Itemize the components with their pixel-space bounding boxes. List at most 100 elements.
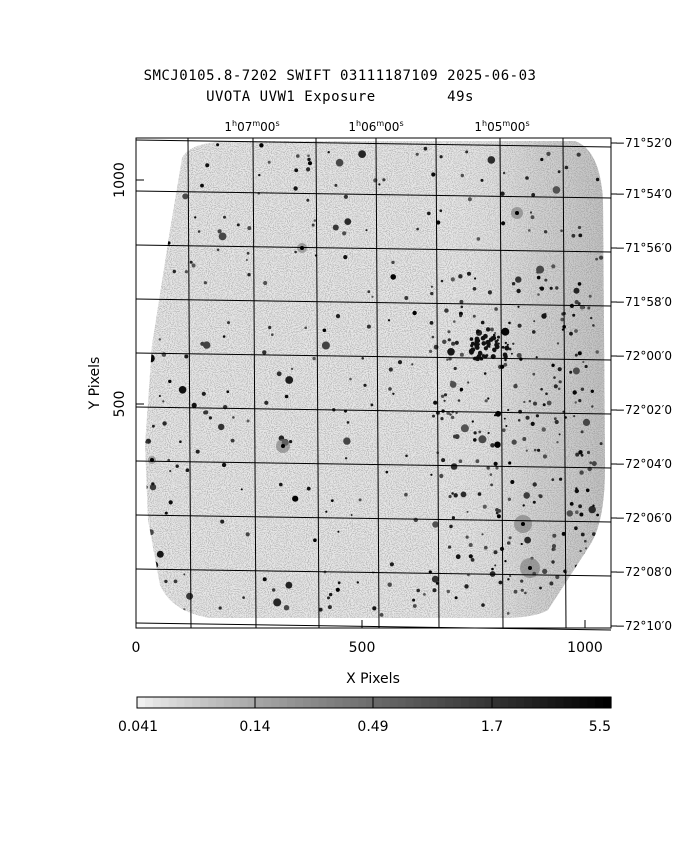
star (379, 613, 384, 617)
star (148, 595, 153, 600)
star (525, 449, 528, 452)
colorbar-segment (500, 697, 509, 708)
star (182, 193, 189, 200)
star (487, 397, 490, 400)
dec-tick-label: −72°10′0 (615, 619, 672, 633)
star (506, 343, 509, 346)
star (276, 371, 282, 377)
star (495, 410, 501, 417)
star (537, 448, 541, 452)
star (595, 350, 599, 354)
star (471, 420, 474, 423)
star (460, 305, 464, 309)
star (465, 535, 469, 539)
star (492, 347, 496, 352)
star (596, 513, 599, 517)
star (150, 203, 155, 208)
grid-line-dec (135, 406, 612, 415)
star (537, 293, 540, 296)
colorbar-label: 5.5 (589, 719, 611, 735)
star (387, 319, 391, 322)
star (496, 514, 501, 519)
colorbar-segment (547, 697, 557, 708)
star (584, 547, 588, 550)
star (443, 393, 448, 397)
colorbar-segment (271, 697, 280, 708)
star (459, 299, 464, 304)
star (599, 442, 603, 446)
star (439, 473, 444, 479)
star (493, 461, 498, 466)
star (430, 285, 433, 288)
star (533, 401, 537, 406)
star (579, 549, 582, 553)
colorbar-segment (539, 697, 549, 708)
colorbar-segment (208, 697, 217, 708)
colorbar-segment (571, 697, 580, 708)
star (579, 305, 585, 310)
star (428, 570, 432, 574)
star (573, 415, 576, 418)
star (267, 160, 271, 164)
star (591, 461, 597, 467)
star (481, 341, 487, 346)
star (343, 437, 351, 445)
star (539, 586, 542, 590)
colorbar-segment (579, 697, 588, 708)
colorbar-segment (453, 697, 462, 708)
star (536, 265, 545, 274)
colorbar-segment (374, 697, 383, 708)
star (175, 464, 179, 468)
colorbar-segment (421, 697, 430, 708)
star (191, 402, 197, 408)
colorbar-segment (184, 697, 193, 708)
star (262, 350, 267, 355)
star (486, 344, 489, 348)
star (453, 366, 457, 371)
star (560, 612, 564, 617)
star (344, 457, 348, 460)
star (307, 157, 311, 162)
star (285, 581, 293, 589)
colorbar-segment (263, 697, 272, 708)
bright-source (515, 211, 519, 215)
x-tick-label: 500 (349, 640, 376, 656)
colorbar-segment (484, 697, 494, 708)
star (337, 530, 340, 533)
star (561, 531, 566, 536)
grid-line-ra (252, 137, 257, 629)
star (577, 282, 582, 286)
star (161, 222, 165, 227)
star (464, 584, 469, 589)
star (455, 554, 461, 560)
colorbar-segment (595, 697, 604, 708)
star (541, 313, 547, 319)
star (542, 454, 548, 459)
grid-line-ra (315, 137, 320, 629)
star (551, 544, 557, 549)
star (502, 171, 506, 175)
star (431, 575, 439, 583)
star (560, 229, 563, 232)
colorbar-segment (563, 697, 573, 708)
bright-source (521, 522, 525, 526)
star (189, 260, 193, 264)
star (558, 592, 563, 596)
star (514, 383, 518, 386)
star (337, 581, 341, 585)
star (218, 423, 225, 431)
star (516, 288, 521, 294)
star (503, 417, 506, 420)
colorbar-segment (405, 697, 415, 708)
star (145, 440, 149, 444)
star (349, 377, 352, 381)
star (590, 389, 594, 393)
star (223, 215, 226, 219)
star (546, 400, 552, 406)
star (595, 177, 600, 182)
plot-frame (135, 137, 612, 629)
star (335, 314, 341, 319)
star (475, 338, 481, 343)
star (427, 211, 431, 216)
colorbar-segment (437, 697, 446, 708)
